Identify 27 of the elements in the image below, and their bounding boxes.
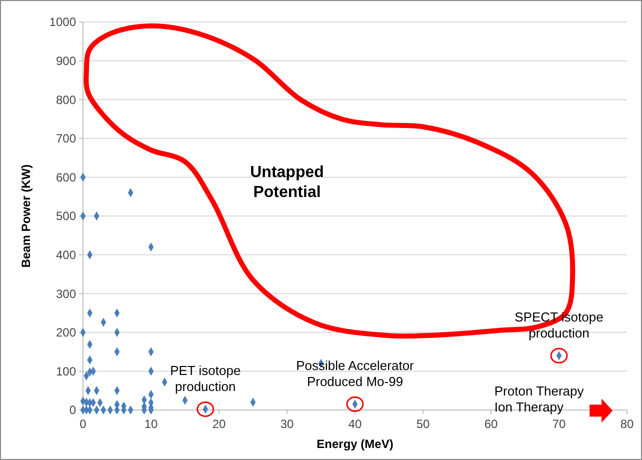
y-tick-label: 900 (56, 54, 76, 68)
y-tick-label: 700 (56, 132, 76, 146)
y-tick-label: 600 (56, 170, 76, 184)
x-tick-label: 40 (348, 417, 362, 431)
y-tick-label: 100 (56, 364, 76, 378)
y-tick-label: 500 (56, 209, 76, 224)
y-tick-label: 400 (56, 248, 76, 262)
annotation: PET isotope production (170, 363, 241, 394)
x-tick-label: 80 (620, 417, 634, 431)
annotation: Proton Therapy Ion Therapy (494, 383, 584, 415)
y-tick-label: 300 (56, 286, 76, 301)
x-tick-label: 0 (80, 417, 87, 431)
x-tick-label: 20 (212, 417, 226, 431)
y-tick-label: 0 (69, 403, 76, 418)
x-tick-label: 70 (552, 417, 566, 431)
x-tick-label: 10 (144, 417, 158, 431)
annotation: Possible Accelerator Produced Mo-99 (296, 358, 415, 390)
y-tick-label: 1000 (49, 15, 76, 30)
y-tick-label: 200 (56, 326, 76, 340)
x-tick-label: 50 (416, 417, 430, 431)
x-tick-label: 60 (484, 417, 498, 431)
y-tick-label: 800 (56, 92, 76, 107)
x-axis-title: Energy (MeV) (316, 437, 394, 451)
x-tick-label: 30 (280, 417, 294, 431)
annotation: Untapped Potential (250, 164, 324, 202)
annotation: SPECT isotope production (514, 310, 604, 341)
y-axis-title: Beam Power (KW) (19, 164, 33, 268)
